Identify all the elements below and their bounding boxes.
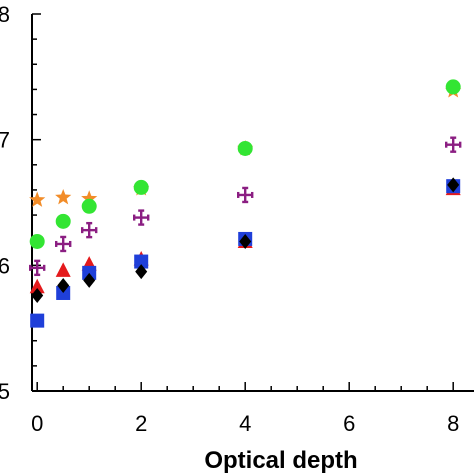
square-marker <box>56 285 71 300</box>
x-axis-title: Optical depth <box>204 447 357 474</box>
diamond-marker <box>135 264 148 280</box>
cross-marker <box>132 209 150 226</box>
y-tick-label: 8 <box>0 2 10 27</box>
diamond-marker <box>31 287 44 303</box>
cross-marker <box>80 221 98 239</box>
diamond-marker <box>57 277 70 293</box>
x-tick-label: 6 <box>343 411 355 436</box>
x-tick-label: 8 <box>447 411 459 436</box>
cross-marker <box>236 186 254 204</box>
diamond-marker <box>83 272 96 288</box>
circle-marker <box>237 140 253 156</box>
diamond-marker <box>447 177 460 193</box>
x-tick-label: 4 <box>239 411 251 436</box>
y-tick-labels: 5 6 7 8 <box>0 2 10 404</box>
square-marker <box>82 265 97 280</box>
circle-marker <box>81 198 97 214</box>
axes <box>31 14 474 392</box>
square-marker <box>30 313 45 328</box>
triangle-marker <box>55 262 71 277</box>
circle-marker <box>29 233 45 249</box>
data-points <box>29 79 462 328</box>
star-marker <box>81 190 98 206</box>
y-tick-label: 5 <box>0 379 10 404</box>
circle-marker <box>133 179 149 195</box>
circle-marker <box>55 213 71 229</box>
cross-marker <box>55 235 72 253</box>
cross-marker <box>445 136 462 153</box>
cross-marker <box>29 259 46 277</box>
diamond-marker <box>239 233 252 249</box>
y-tick-label: 6 <box>0 253 10 278</box>
star-marker <box>29 191 46 207</box>
circle-marker <box>445 79 461 95</box>
x-tick-label: 2 <box>135 411 147 436</box>
star-marker <box>55 188 72 205</box>
x-tick-labels: 0 2 4 6 8 <box>31 411 459 436</box>
y-tick-label: 7 <box>0 128 10 153</box>
square-marker <box>134 254 149 269</box>
triangle-marker <box>29 278 45 294</box>
x-tick-label: 0 <box>31 411 43 436</box>
